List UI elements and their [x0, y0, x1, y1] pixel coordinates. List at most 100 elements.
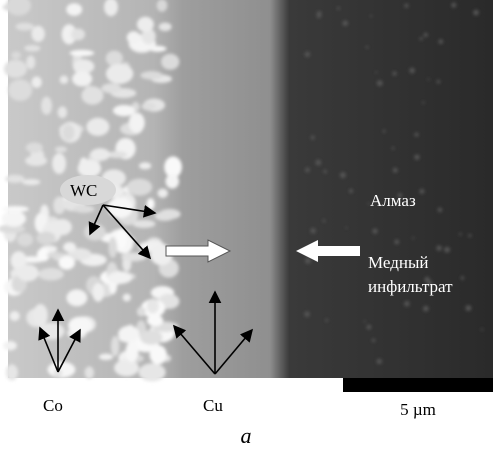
speck [420, 37, 423, 40]
speck [305, 168, 310, 173]
speck [424, 33, 428, 37]
speck [481, 328, 483, 330]
grain [10, 311, 20, 321]
speck [437, 80, 440, 83]
speck [323, 170, 326, 173]
speck [427, 78, 429, 80]
grain [147, 298, 159, 313]
label-diamond: Алмаз [370, 191, 416, 210]
speck [468, 234, 471, 237]
speck [337, 7, 340, 10]
grain [33, 304, 48, 326]
grain [106, 64, 133, 84]
grain [36, 232, 55, 245]
speck [305, 258, 311, 264]
grain [52, 219, 71, 235]
grain [8, 79, 32, 101]
grain [62, 124, 74, 140]
grain [126, 341, 139, 362]
speck [444, 247, 450, 253]
speck [392, 72, 396, 76]
grain [24, 45, 40, 52]
speck [317, 14, 321, 18]
grain [108, 271, 133, 283]
grain [140, 330, 162, 345]
figure: WC Алмаз Медный инфильтрат Co Cu 5 µm а [0, 0, 493, 450]
speck [340, 172, 346, 178]
grain [55, 146, 67, 152]
label-co: Co [43, 396, 63, 415]
label-wc: WC [70, 181, 97, 200]
grain [108, 237, 117, 258]
speck [392, 147, 395, 150]
grain [58, 106, 67, 118]
speck [372, 228, 377, 233]
grain [71, 28, 85, 40]
grain [92, 283, 104, 302]
grain [22, 179, 40, 185]
grain [99, 354, 113, 360]
grain [118, 326, 139, 343]
speck [367, 325, 372, 330]
speck [404, 301, 409, 306]
grain [66, 3, 82, 16]
grain [26, 55, 35, 69]
speck [345, 227, 347, 229]
grain [31, 26, 44, 42]
caption: а [241, 423, 252, 448]
speck [438, 208, 442, 212]
grain [25, 156, 47, 167]
grain [101, 83, 121, 93]
scale-bar [343, 378, 493, 392]
speck [414, 154, 419, 159]
grain [81, 86, 103, 104]
speck [322, 219, 325, 222]
speck [370, 15, 372, 17]
grain [127, 179, 152, 196]
grain [68, 317, 92, 335]
grain [38, 268, 64, 280]
grain [41, 97, 52, 115]
grain [47, 252, 64, 258]
speck [377, 80, 383, 86]
speck [422, 102, 424, 104]
grain [26, 142, 43, 152]
speck [315, 160, 321, 166]
grain [4, 60, 27, 78]
grain [127, 31, 141, 43]
grain [52, 153, 66, 174]
grain [85, 366, 95, 379]
grain [70, 50, 95, 56]
grain [66, 289, 87, 306]
speck [311, 136, 315, 140]
grain [129, 112, 145, 133]
speck [404, 4, 408, 8]
speck [419, 189, 424, 194]
speck [438, 39, 443, 44]
speck [423, 306, 429, 312]
grain [31, 77, 41, 88]
speck [305, 52, 310, 57]
label-cu: Cu [203, 396, 223, 415]
speck [394, 239, 399, 244]
grain [78, 159, 101, 177]
speck [383, 130, 386, 133]
grain [90, 148, 110, 161]
grain [60, 75, 69, 83]
grain [72, 71, 92, 86]
speck [412, 237, 414, 239]
speck [393, 168, 398, 173]
grain [147, 198, 155, 209]
grain [165, 174, 179, 188]
speck [349, 189, 353, 193]
speck [451, 3, 456, 8]
label-infiltrate-1: Медный [368, 253, 428, 272]
speck [436, 245, 441, 250]
grain [139, 363, 166, 381]
speck [342, 20, 348, 26]
label-infiltrate-2: инфильтрат [368, 277, 453, 296]
grain [161, 54, 179, 70]
speck [377, 359, 382, 364]
speck [466, 305, 472, 311]
speck [372, 339, 375, 342]
